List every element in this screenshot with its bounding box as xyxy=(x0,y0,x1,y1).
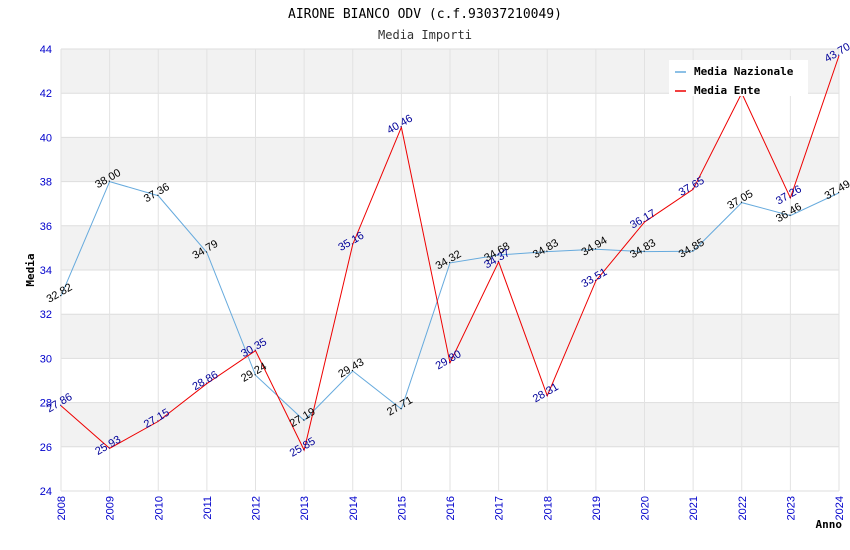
x-tick-label: 2015 xyxy=(396,496,408,520)
x-tick-label: 2021 xyxy=(688,496,700,520)
y-tick-label: 28 xyxy=(40,398,52,410)
chart-subtitle: Media Importi xyxy=(378,28,472,42)
x-tick-label: 2017 xyxy=(494,496,506,520)
y-axis-ticks: 24 26 28 30 32 34 36 38 40 42 44 xyxy=(40,44,52,498)
x-axis-ticks: 2008 2009 2010 2011 2012 2013 2014 2015 2016 2017… xyxy=(56,496,846,520)
x-tick-label: 2014 xyxy=(348,496,360,520)
legend-label-media-nazionale: Media Nazionale xyxy=(694,65,794,78)
legend-label-media-ente: Media Ente xyxy=(694,84,761,97)
x-tick-label: 2023 xyxy=(785,496,797,520)
x-tick-label: 2009 xyxy=(105,496,117,520)
y-tick-label: 26 xyxy=(40,442,52,454)
y-tick-label: 42 xyxy=(40,88,52,100)
x-axis-label: Anno xyxy=(816,518,843,531)
y-tick-label: 38 xyxy=(40,177,52,189)
x-tick-label: 2012 xyxy=(251,496,263,520)
x-tick-label: 2013 xyxy=(299,496,311,520)
grid-lines xyxy=(60,48,840,492)
legend-box xyxy=(669,60,808,96)
y-tick-label: 40 xyxy=(40,132,52,144)
y-tick-label: 34 xyxy=(40,265,52,277)
x-tick-label: 2024 xyxy=(834,496,846,520)
series-line-media-nazionale xyxy=(60,180,840,422)
y-tick-label: 24 xyxy=(40,486,52,498)
y-tick-label: 30 xyxy=(40,353,52,365)
y-tick-label: 32 xyxy=(40,309,52,321)
legend: Media Nazionale Media Ente xyxy=(669,60,808,97)
series-group xyxy=(60,55,840,452)
y-tick-label: 44 xyxy=(40,44,52,56)
x-tick-label: 2022 xyxy=(737,496,749,520)
x-tick-label: 2008 xyxy=(56,496,68,520)
x-tick-label: 2011 xyxy=(202,496,214,520)
y-tick-label: 36 xyxy=(40,221,52,233)
x-tick-label: 2019 xyxy=(591,496,603,520)
chart-title: AIRONE BIANCO ODV (c.f.93037210049) xyxy=(288,7,562,22)
series-line-media-ente xyxy=(60,55,840,452)
x-tick-label: 2018 xyxy=(542,496,554,520)
x-tick-label: 2020 xyxy=(640,496,652,520)
y-axis-label: Media xyxy=(24,253,37,286)
x-tick-label: 2010 xyxy=(153,496,165,520)
x-tick-label: 2016 xyxy=(445,496,457,520)
